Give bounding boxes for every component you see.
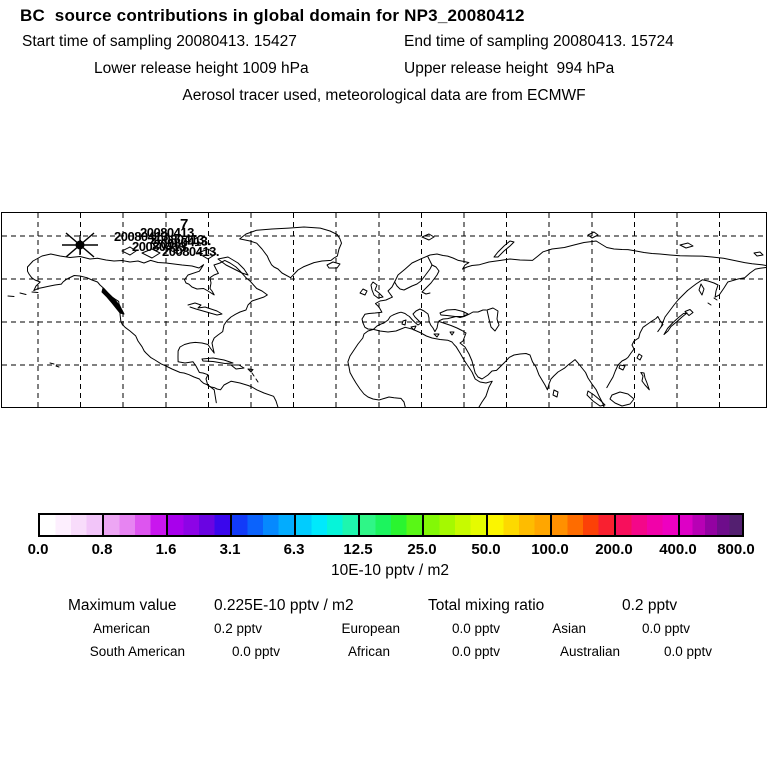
colorbar-tick: 25.0	[407, 541, 437, 558]
date-label: 20080413.	[132, 239, 189, 254]
start-time-label: Start time of sampling 20080413. 15427	[22, 33, 297, 50]
colorbar-segment-7	[488, 515, 552, 535]
tracer-note: Aerosol tracer used, meteorological data…	[182, 87, 586, 104]
colorbar-tick: 50.0	[471, 541, 501, 558]
date-label: 20080413.	[153, 233, 211, 252]
colorbar-segment-8	[552, 515, 616, 535]
colorbar-tick: 3.1	[219, 541, 241, 558]
colorbar-segment-9	[616, 515, 680, 535]
world-map-panel: 20080413. 20080413. 20080413. 20080413. …	[1, 212, 767, 408]
world-map: 20080413. 20080413. 20080413. 20080413. …	[2, 213, 766, 407]
release-point-star-marker	[62, 232, 98, 258]
end-time-label: End time of sampling 20080413. 15724	[404, 33, 674, 50]
colorbar-tick: 0.0	[27, 541, 49, 558]
colorbar-tick: 0.8	[91, 541, 113, 558]
colorbar-segment-2	[168, 515, 232, 535]
colorbar-tick: 1.6	[155, 541, 177, 558]
region-name: South American	[89, 644, 185, 659]
colorbar-segment-5	[360, 515, 424, 535]
colorbar-tick: 200.0	[595, 541, 633, 558]
region-value: 0.0 pptv	[641, 621, 690, 636]
maximum-value: 0.225E-10 pptv / m2	[214, 597, 354, 614]
region-value: 0.0 pptv	[451, 621, 500, 636]
colorbar-segment-0	[40, 515, 104, 535]
colorbar-tick: 6.3	[283, 541, 305, 558]
colorbar-segment-3	[232, 515, 296, 535]
trajectory-date-label-cluster: 20080413. 20080413. 20080413. 20080413. …	[114, 216, 219, 259]
total-mixing-ratio-label: Total mixing ratio	[428, 597, 545, 614]
lower-release-label: Lower release height 1009 hPa	[94, 60, 309, 77]
colorbar-segment-6	[424, 515, 488, 535]
date-label: 20080413.	[140, 225, 197, 240]
region-name: Australian	[559, 644, 620, 659]
region-name: African	[347, 644, 390, 659]
date-label: 20080413.	[162, 244, 219, 259]
colorbar-segment-4	[296, 515, 360, 535]
colorbar-tick: 12.5	[343, 541, 373, 558]
colorbar	[38, 513, 744, 537]
colorbar-unit-label: 10E-10 pptv / m2	[330, 562, 450, 579]
colorbar-tick: 800.0	[717, 541, 755, 558]
date-digit-label: 7	[180, 216, 188, 233]
colorbar-segment-10	[680, 515, 742, 535]
coastlines	[7, 226, 766, 407]
colorbar-segment-1	[104, 515, 168, 535]
date-label: 20080413.	[114, 229, 171, 244]
upper-release-label: Upper release height 994 hPa	[404, 60, 615, 77]
maximum-value-label: Maximum value	[68, 597, 177, 614]
release-point-dot	[75, 240, 85, 250]
region-name: American	[92, 621, 150, 636]
region-value: 0.0 pptv	[451, 644, 500, 659]
colorbar-tick: 400.0	[659, 541, 697, 558]
colorbar-tick: 100.0	[531, 541, 569, 558]
page-title: BC source contributions in global domain…	[20, 6, 525, 25]
region-value: 0.0 pptv	[231, 644, 280, 659]
region-value: 0.0 pptv	[663, 644, 712, 659]
graticule-grid	[2, 213, 766, 407]
region-value: 0.2 pptv	[213, 621, 262, 636]
region-name: Asian	[552, 621, 586, 636]
total-mixing-ratio-value: 0.2 pptv	[622, 597, 678, 614]
region-name: European	[341, 621, 400, 636]
date-label: 20080413.	[150, 232, 207, 247]
